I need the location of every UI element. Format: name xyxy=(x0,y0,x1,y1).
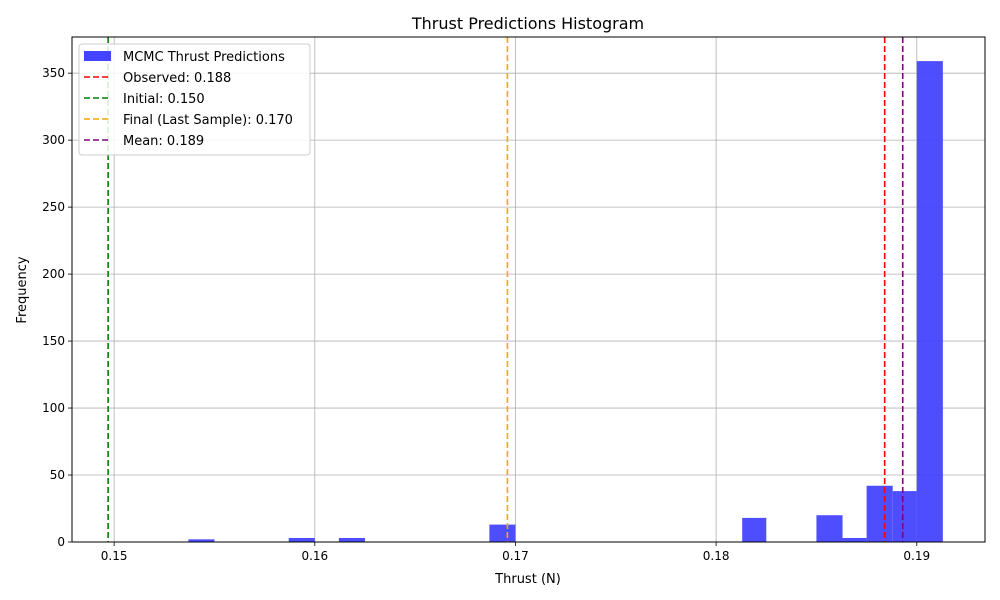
histogram-bar xyxy=(489,524,516,542)
y-axis-label: Frequency xyxy=(15,256,30,323)
histogram-bar xyxy=(338,537,365,542)
y-tick-label: 0 xyxy=(57,535,65,549)
y-tick-label: 350 xyxy=(42,66,65,80)
y-axis-ticks: 0 50 100 150 200 250 300 350 xyxy=(42,66,72,549)
y-tick-label: 200 xyxy=(42,267,65,281)
histogram-bar xyxy=(742,517,767,542)
x-tick-label: 0.16 xyxy=(301,549,328,563)
x-tick-label: 0.19 xyxy=(903,549,930,563)
histogram-bars xyxy=(188,61,943,543)
x-tick-label: 0.18 xyxy=(703,549,730,563)
y-tick-label: 100 xyxy=(42,401,65,415)
legend-label: Initial: 0.150 xyxy=(123,92,205,107)
histogram-bar xyxy=(842,537,867,542)
legend-label: Final (Last Sample): 0.170 xyxy=(123,113,293,128)
chart-title: Thrust Predictions Histogram xyxy=(411,14,644,33)
x-axis-label: Thrust (N) xyxy=(494,572,561,587)
legend-label: Observed: 0.188 xyxy=(123,71,231,86)
grid-lines xyxy=(72,37,985,543)
legend-label: Mean: 0.189 xyxy=(123,134,204,149)
y-tick-label: 150 xyxy=(42,334,65,348)
y-tick-label: 300 xyxy=(42,133,65,147)
legend-label: MCMC Thrust Predictions xyxy=(123,50,285,65)
legend-box xyxy=(78,43,311,156)
plot-frame xyxy=(71,36,986,543)
legend: MCMC Thrust Predictions Observed: 0.188 In… xyxy=(78,43,311,156)
x-tick-label: 0.17 xyxy=(502,549,529,563)
x-tick-label: 0.15 xyxy=(101,549,128,563)
legend-swatch xyxy=(84,51,111,61)
histogram-bar xyxy=(892,491,917,542)
y-tick-label: 250 xyxy=(42,200,65,214)
y-tick-label: 50 xyxy=(50,468,65,482)
histogram-bar xyxy=(866,485,893,542)
histogram-bar xyxy=(816,515,843,542)
x-axis-ticks: 0.15 0.16 0.17 0.18 0.19 xyxy=(101,542,930,563)
histogram-bar xyxy=(188,539,215,542)
histogram-bar xyxy=(288,537,315,542)
histogram-bar xyxy=(916,61,943,543)
